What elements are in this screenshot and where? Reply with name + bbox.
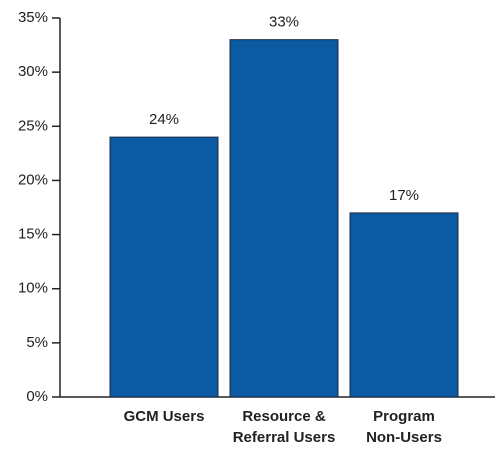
x-tick-label: Resource & Referral Users <box>232 408 336 446</box>
bar <box>109 136 219 398</box>
bar <box>349 212 459 398</box>
value-label: 17% <box>389 187 419 204</box>
value-label: 33% <box>269 14 299 31</box>
x-tick-label: Program Non-Users <box>366 408 442 446</box>
y-tick-label: 15% <box>18 226 48 243</box>
y-tick-label: 25% <box>18 117 48 134</box>
y-tick-label: 10% <box>18 280 48 297</box>
bar <box>229 39 339 398</box>
y-tick-label: 0% <box>26 388 48 405</box>
y-tick-label: 30% <box>18 63 48 80</box>
y-tick-label: 35% <box>18 9 48 26</box>
y-tick-label: 5% <box>26 334 48 351</box>
value-label: 24% <box>149 111 179 128</box>
y-tick-label: 20% <box>18 171 48 188</box>
x-tick-label: GCM Users <box>123 408 205 425</box>
